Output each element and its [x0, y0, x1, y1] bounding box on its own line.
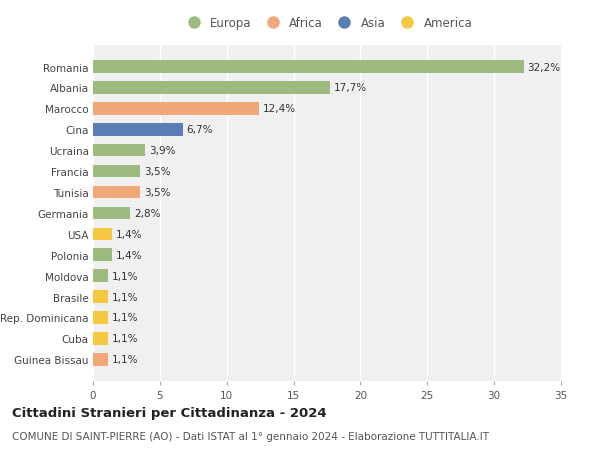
Text: COMUNE DI SAINT-PIERRE (AO) - Dati ISTAT al 1° gennaio 2024 - Elaborazione TUTTI: COMUNE DI SAINT-PIERRE (AO) - Dati ISTAT… [12, 431, 489, 442]
Text: 1,1%: 1,1% [112, 313, 138, 323]
Bar [93, 186, 140, 199]
Bar [93, 312, 108, 324]
Bar [93, 332, 108, 345]
Bar [93, 249, 112, 262]
Text: 12,4%: 12,4% [263, 104, 296, 114]
Text: 1,4%: 1,4% [116, 230, 142, 239]
Bar [93, 145, 145, 157]
Text: 1,1%: 1,1% [112, 271, 138, 281]
Text: 6,7%: 6,7% [187, 125, 213, 135]
Bar [93, 124, 182, 136]
Bar [93, 82, 329, 95]
Text: 3,9%: 3,9% [149, 146, 176, 156]
Text: 1,1%: 1,1% [112, 354, 138, 364]
Text: Cittadini Stranieri per Cittadinanza - 2024: Cittadini Stranieri per Cittadinanza - 2… [12, 406, 326, 419]
Bar [93, 228, 112, 241]
Text: 2,8%: 2,8% [134, 208, 161, 218]
Bar [93, 270, 108, 282]
Legend: Europa, Africa, Asia, America: Europa, Africa, Asia, America [178, 13, 476, 34]
Text: 1,4%: 1,4% [116, 250, 142, 260]
Bar [93, 61, 524, 73]
Text: 3,5%: 3,5% [144, 167, 170, 177]
Text: 1,1%: 1,1% [112, 334, 138, 344]
Text: 32,2%: 32,2% [527, 62, 560, 73]
Bar [93, 207, 130, 220]
Text: 17,7%: 17,7% [334, 83, 367, 93]
Bar [93, 353, 108, 366]
Text: 1,1%: 1,1% [112, 292, 138, 302]
Text: 3,5%: 3,5% [144, 188, 170, 197]
Bar [93, 165, 140, 178]
Bar [93, 291, 108, 303]
Bar [93, 103, 259, 115]
